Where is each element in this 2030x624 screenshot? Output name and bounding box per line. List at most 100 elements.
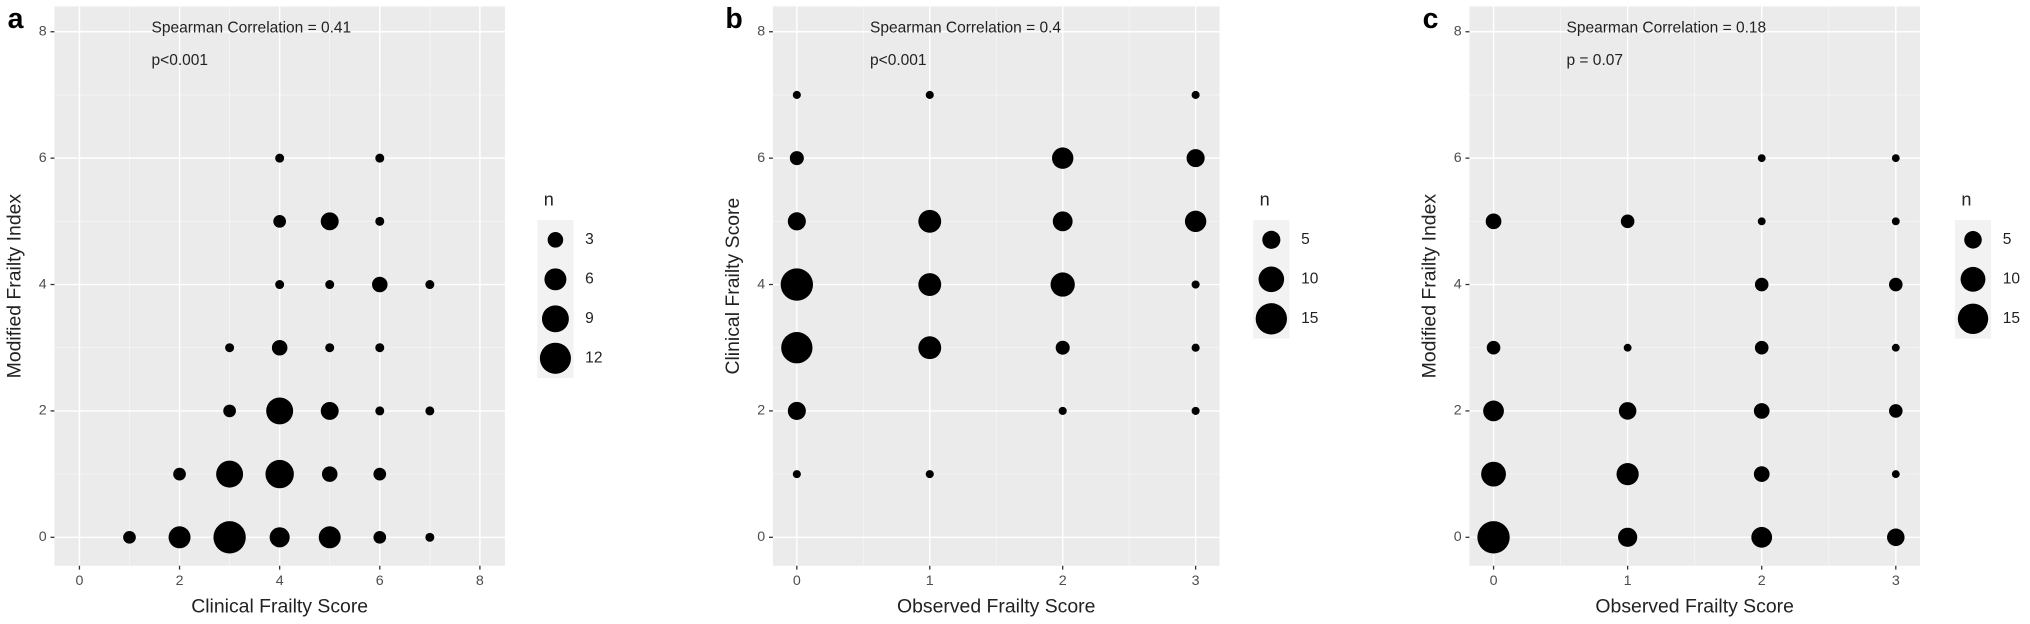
point [1753, 466, 1770, 482]
annotation: Spearman Correlation = 0.4 [870, 20, 1061, 37]
point [1052, 211, 1073, 232]
point [1481, 461, 1506, 487]
annotation: p<0.001 [870, 52, 927, 69]
point [271, 339, 288, 356]
annotation: p = 0.07 [1567, 52, 1624, 69]
point [1618, 402, 1637, 420]
point [266, 397, 294, 425]
legend-label: 3 [585, 231, 594, 248]
point [1051, 147, 1074, 169]
y-axis-label: Clinical Frailty Score [722, 198, 744, 375]
legend-label: 5 [2003, 231, 2012, 248]
y-axis-label: Modified Frailty Index [1419, 194, 1441, 379]
x-tick-label: 6 [376, 573, 384, 589]
x-tick-label: 0 [1490, 573, 1498, 589]
y-tick-label: 8 [757, 24, 765, 40]
x-tick-label: 2 [1059, 573, 1067, 589]
legend-key [1262, 230, 1281, 249]
point [918, 336, 942, 360]
y-tick-label: 2 [757, 403, 765, 419]
point [792, 470, 801, 479]
legend-key [541, 305, 569, 333]
legend-title: n [1961, 189, 1971, 209]
point [1891, 217, 1900, 226]
x-tick-label: 2 [176, 573, 184, 589]
point [787, 401, 806, 420]
x-tick-label: 3 [1892, 573, 1900, 589]
point [1191, 280, 1200, 289]
point [1754, 277, 1769, 292]
point [1486, 340, 1501, 355]
point [320, 401, 339, 420]
legend-label: 15 [2003, 310, 2020, 327]
y-tick-label: 2 [39, 403, 47, 419]
legend-label: 12 [585, 349, 602, 366]
legend-label: 5 [1301, 231, 1310, 248]
point [265, 459, 294, 489]
point [1757, 217, 1766, 226]
panel-label: a [8, 3, 25, 35]
y-tick-label: 6 [1454, 150, 1462, 166]
point [168, 526, 191, 549]
point [375, 406, 385, 416]
point [275, 280, 285, 290]
panel-label: b [725, 3, 742, 35]
legend-key [1258, 266, 1285, 293]
legend-key [544, 268, 567, 291]
point [1058, 406, 1067, 415]
x-tick-label: 4 [276, 573, 284, 589]
point [789, 151, 804, 166]
panel-label: c [1423, 3, 1439, 35]
point [372, 276, 388, 293]
point [223, 404, 236, 418]
point [1757, 154, 1766, 163]
point [373, 467, 387, 481]
legend-title: n [1260, 189, 1270, 209]
annotation: Spearman Correlation = 0.18 [1567, 20, 1767, 37]
point [375, 343, 385, 353]
x-tick-label: 1 [1624, 573, 1632, 589]
x-axis-label: Clinical Frailty Score [191, 595, 368, 617]
x-tick-label: 1 [926, 573, 934, 589]
point [781, 332, 813, 364]
legend-label: 6 [585, 270, 594, 287]
point [1623, 343, 1632, 352]
point [787, 212, 806, 231]
point [269, 527, 290, 548]
point [1751, 526, 1773, 548]
point [1891, 470, 1900, 479]
point [325, 280, 335, 290]
point [1191, 90, 1200, 99]
x-axis-label: Observed Frailty Score [897, 595, 1095, 617]
legend-key [1957, 303, 1989, 334]
y-tick-label: 0 [757, 529, 765, 545]
point [1186, 149, 1205, 168]
point [925, 90, 934, 99]
point [1616, 463, 1639, 486]
point [375, 153, 385, 163]
point [1888, 277, 1903, 292]
legend-key [1964, 231, 1982, 249]
point [1191, 343, 1200, 352]
x-tick-label: 2 [1758, 573, 1766, 589]
point [925, 470, 934, 479]
point [1753, 403, 1770, 419]
y-tick-label: 4 [757, 276, 765, 292]
point [1485, 213, 1502, 230]
point [321, 466, 338, 482]
y-tick-label: 2 [1454, 403, 1462, 419]
point [1050, 272, 1075, 297]
legend-key [547, 232, 564, 248]
point [216, 460, 244, 488]
y-tick-label: 8 [1454, 24, 1462, 40]
y-axis-label: Modified Frailty Index [4, 194, 26, 379]
point [425, 532, 435, 542]
legend-label: 9 [585, 310, 594, 327]
point [780, 268, 814, 301]
point [792, 90, 801, 99]
point [320, 212, 339, 231]
point [275, 153, 285, 163]
point [1184, 210, 1207, 233]
y-tick-label: 8 [39, 24, 47, 40]
point [425, 406, 435, 416]
